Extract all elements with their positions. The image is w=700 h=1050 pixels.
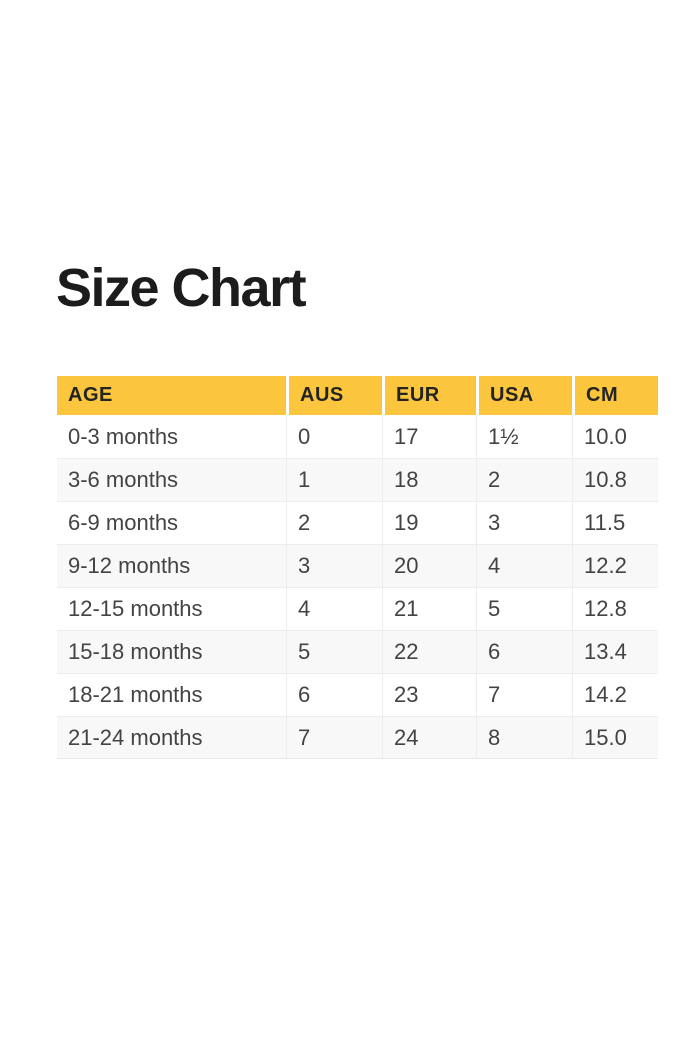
table-row: 6-9 months 2 19 3 11.5: [57, 501, 658, 544]
column-header-cm: CM: [572, 376, 658, 415]
cell-cm: 13.4: [572, 630, 658, 673]
table-row: 12-15 months 4 21 5 12.8: [57, 587, 658, 630]
cell-cm: 12.2: [572, 544, 658, 587]
cell-cm: 10.0: [572, 415, 658, 458]
cell-aus: 1: [286, 458, 382, 501]
cell-aus: 3: [286, 544, 382, 587]
cell-eur: 18: [382, 458, 476, 501]
cell-usa: 1½: [476, 415, 572, 458]
cell-eur: 21: [382, 587, 476, 630]
column-header-usa: USA: [476, 376, 572, 415]
cell-cm: 14.2: [572, 673, 658, 716]
cell-cm: 15.0: [572, 716, 658, 759]
cell-aus: 2: [286, 501, 382, 544]
cell-age: 6-9 months: [57, 501, 286, 544]
cell-usa: 6: [476, 630, 572, 673]
header-row: AGE AUS EUR USA CM: [57, 376, 658, 415]
cell-eur: 22: [382, 630, 476, 673]
cell-cm: 11.5: [572, 501, 658, 544]
cell-usa: 7: [476, 673, 572, 716]
table-row: 9-12 months 3 20 4 12.2: [57, 544, 658, 587]
size-chart-section: AGE AUS EUR USA CM 0-3 months 0 17 1½ 10…: [57, 376, 658, 759]
column-header-aus: AUS: [286, 376, 382, 415]
size-chart-table: AGE AUS EUR USA CM 0-3 months 0 17 1½ 10…: [57, 376, 658, 759]
column-header-eur: EUR: [382, 376, 476, 415]
cell-aus: 0: [286, 415, 382, 458]
cell-aus: 5: [286, 630, 382, 673]
cell-usa: 8: [476, 716, 572, 759]
page-title: Size Chart: [56, 258, 307, 318]
table-row: 3-6 months 1 18 2 10.8: [57, 458, 658, 501]
cell-usa: 4: [476, 544, 572, 587]
table-row: 15-18 months 5 22 6 13.4: [57, 630, 658, 673]
cell-age: 15-18 months: [57, 630, 286, 673]
cell-eur: 19: [382, 501, 476, 544]
cell-aus: 6: [286, 673, 382, 716]
cell-usa: 2: [476, 458, 572, 501]
cell-age: 21-24 months: [57, 716, 286, 759]
cell-usa: 3: [476, 501, 572, 544]
cell-age: 0-3 months: [57, 415, 286, 458]
cell-aus: 4: [286, 587, 382, 630]
cell-age: 3-6 months: [57, 458, 286, 501]
cell-eur: 20: [382, 544, 476, 587]
table-row: 18-21 months 6 23 7 14.2: [57, 673, 658, 716]
cell-cm: 10.8: [572, 458, 658, 501]
cell-cm: 12.8: [572, 587, 658, 630]
cell-eur: 17: [382, 415, 476, 458]
column-header-age: AGE: [57, 376, 286, 415]
table-row: 21-24 months 7 24 8 15.0: [57, 716, 658, 759]
cell-aus: 7: [286, 716, 382, 759]
cell-eur: 23: [382, 673, 476, 716]
cell-usa: 5: [476, 587, 572, 630]
cell-age: 18-21 months: [57, 673, 286, 716]
table-row: 0-3 months 0 17 1½ 10.0: [57, 415, 658, 458]
cell-age: 9-12 months: [57, 544, 286, 587]
cell-age: 12-15 months: [57, 587, 286, 630]
cell-eur: 24: [382, 716, 476, 759]
